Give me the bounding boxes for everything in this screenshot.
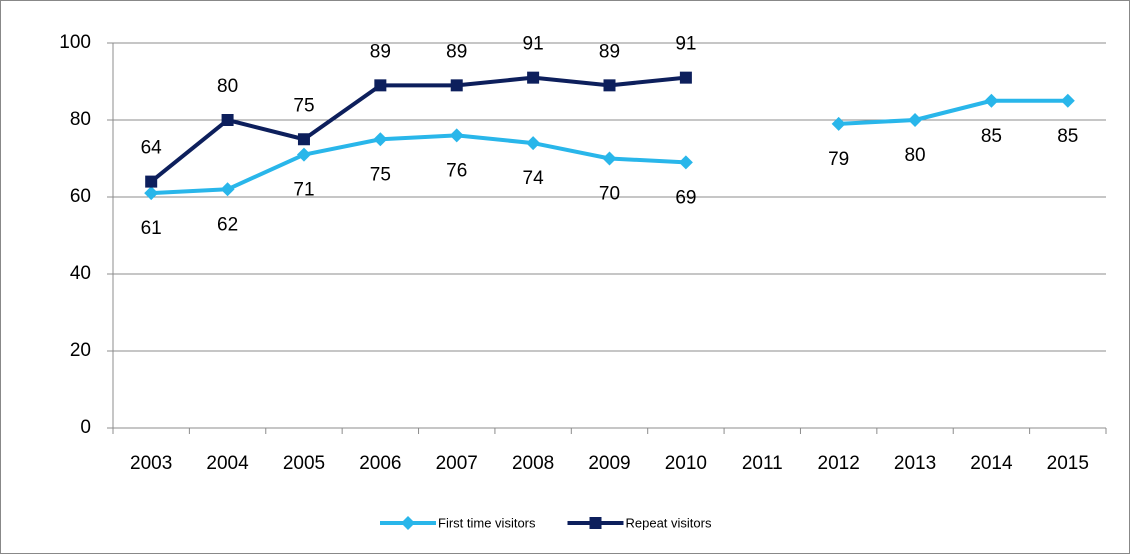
marker <box>297 133 310 146</box>
marker <box>401 516 415 530</box>
y-tick-label: 80 <box>70 109 91 130</box>
marker <box>831 116 846 131</box>
marker <box>145 175 158 188</box>
marker <box>221 114 234 126</box>
marker <box>602 151 617 166</box>
marker <box>679 71 692 84</box>
x-tick-label: 2003 <box>130 453 172 474</box>
x-tick-label: 2012 <box>818 453 860 474</box>
data-label: 70 <box>599 184 620 205</box>
data-label: 64 <box>141 138 163 159</box>
data-label: 80 <box>904 145 925 166</box>
marker <box>144 186 159 201</box>
data-label: 85 <box>1057 126 1078 147</box>
series-line <box>151 98 1068 196</box>
marker <box>1060 93 1075 108</box>
marker <box>678 155 693 170</box>
x-tick-label: 2004 <box>206 453 249 474</box>
x-tick-label: 2008 <box>512 453 554 474</box>
x-tick-label: 2011 <box>742 453 783 474</box>
data-label: 89 <box>599 41 620 62</box>
marker <box>374 79 387 92</box>
marker <box>220 182 235 197</box>
marker <box>589 517 602 529</box>
data-label: 89 <box>370 41 391 62</box>
data-label: 71 <box>293 180 314 201</box>
data-label: 62 <box>217 214 238 235</box>
y-tick-label: 0 <box>80 417 91 438</box>
data-label: 69 <box>675 187 696 208</box>
marker <box>908 113 923 127</box>
data-label: 75 <box>293 95 314 116</box>
marker <box>373 132 388 147</box>
marker <box>603 79 616 92</box>
data-label: 91 <box>675 34 696 55</box>
y-tick-label: 40 <box>70 263 91 284</box>
data-label: 79 <box>828 149 849 170</box>
data-label: 85 <box>981 126 1002 147</box>
y-tick-label: 60 <box>70 186 91 207</box>
marker <box>450 79 463 92</box>
x-tick-label: 2015 <box>1047 453 1089 474</box>
marker <box>526 136 541 151</box>
marker <box>296 147 311 162</box>
marker <box>449 128 464 143</box>
data-label: 91 <box>523 34 544 55</box>
data-label: 74 <box>523 168 545 189</box>
x-tick-label: 2014 <box>970 453 1013 474</box>
x-tick-label: 2009 <box>588 453 630 474</box>
marker <box>527 71 540 84</box>
legend-label: First time visitors <box>438 515 536 530</box>
y-tick-label: 20 <box>70 340 91 361</box>
data-label: 76 <box>446 160 467 181</box>
series-line <box>149 75 687 184</box>
x-tick-label: 2010 <box>665 453 707 474</box>
x-tick-label: 2013 <box>894 453 936 474</box>
x-tick-label: 2006 <box>359 453 401 474</box>
x-tick-label: 2005 <box>283 453 325 474</box>
y-tick-label: 100 <box>59 32 91 53</box>
data-label: 80 <box>217 76 238 97</box>
legend-label: Repeat visitors <box>626 515 712 530</box>
data-label: 75 <box>370 164 391 185</box>
data-label: 61 <box>141 218 162 239</box>
data-label: 89 <box>446 41 467 62</box>
x-tick-label: 2007 <box>436 453 478 474</box>
marker <box>984 93 999 108</box>
